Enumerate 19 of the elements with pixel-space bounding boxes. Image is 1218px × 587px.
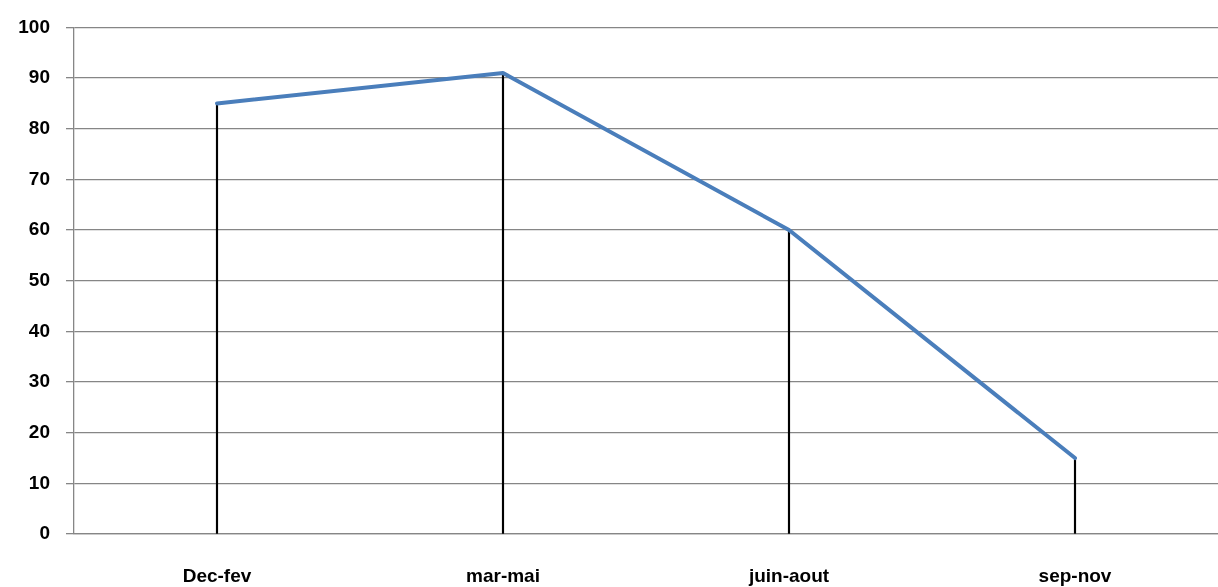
y-tick-label: 10 — [28, 471, 50, 493]
x-tick-label: Dec-fev — [182, 564, 252, 586]
y-tick-label: 90 — [28, 66, 50, 88]
y-tick-label: 60 — [28, 218, 50, 240]
bar — [1073, 457, 1077, 534]
bar — [787, 229, 791, 534]
bar — [215, 103, 219, 534]
y-tick-label: 0 — [39, 522, 50, 544]
y-tick-label: 30 — [28, 370, 50, 392]
y-tick-label: 50 — [28, 268, 50, 290]
x-tick-label: juin-aout — [747, 564, 830, 586]
y-tick-label: 100 — [18, 15, 50, 37]
y-tick-label: 40 — [28, 319, 50, 341]
bar — [501, 72, 505, 534]
y-tick-label: 20 — [28, 420, 50, 442]
y-tick-label: 80 — [28, 116, 50, 138]
y-tick-label: 70 — [28, 167, 50, 189]
x-tick-label: sep-nov — [1038, 564, 1112, 586]
x-tick-label: mar-mai — [466, 564, 540, 586]
